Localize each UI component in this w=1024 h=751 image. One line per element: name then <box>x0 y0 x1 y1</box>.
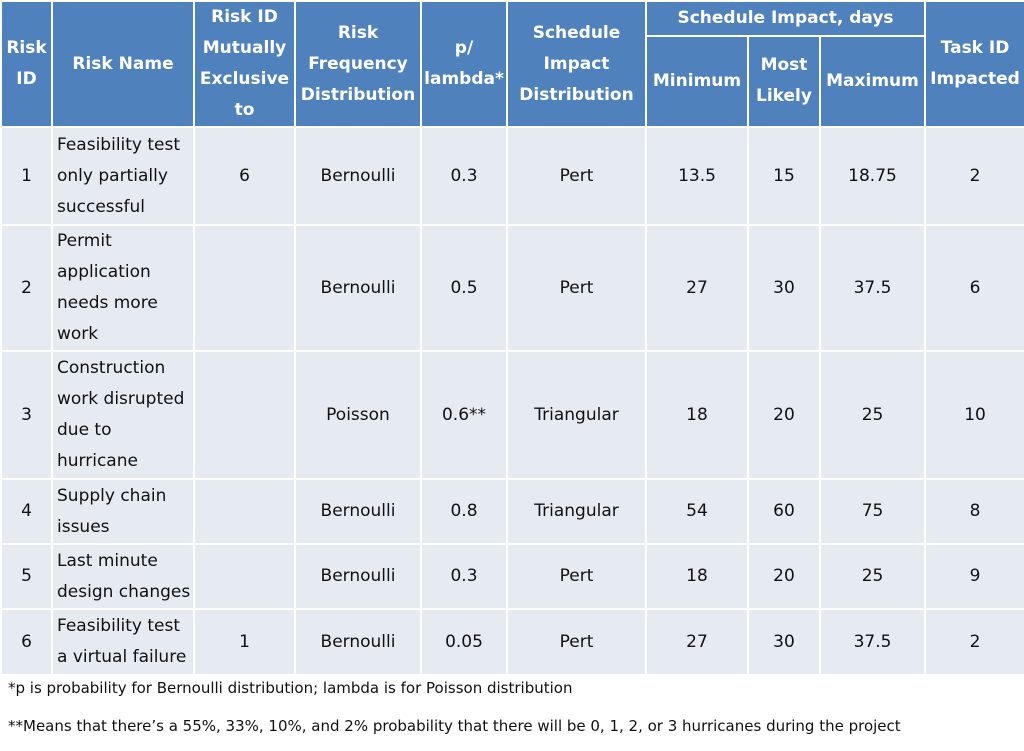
cell-mutually-exclusive <box>193 350 296 480</box>
cell-impact-distribution: Pert <box>506 543 647 610</box>
cell-frequency-distribution: Bernoulli <box>294 543 422 610</box>
header-most-likely: Most Likely <box>747 34 821 129</box>
header-risk-name: Risk Name <box>51 0 195 128</box>
footnote-p-lambda: *p is probability for Bernoulli distribu… <box>8 679 573 697</box>
cell-minimum: 18 <box>645 543 749 610</box>
cell-mutually-exclusive: 6 <box>193 126 296 226</box>
cell-most-likely: 30 <box>747 224 821 352</box>
cell-most-likely: 30 <box>747 608 821 676</box>
cell-most-likely: 20 <box>747 543 821 610</box>
cell-risk-name: Feasibility test a virtual failure <box>51 608 195 676</box>
cell-maximum: 37.5 <box>818 224 927 352</box>
cell-p-lambda: 0.6** <box>420 350 508 480</box>
cell-frequency-distribution: Bernoulli <box>294 478 422 545</box>
cell-task-id: 9 <box>924 543 1024 610</box>
table-row: 3 Construction work disrupted due to hur… <box>0 350 1024 480</box>
table-row: 5 Last minute design changes Bernoulli 0… <box>0 543 1024 610</box>
cell-p-lambda: 0.3 <box>420 126 508 226</box>
cell-minimum: 13.5 <box>645 126 749 226</box>
footnote-hurricane-probability: **Means that there’s a 55%, 33%, 10%, an… <box>8 717 901 735</box>
header-impact-distribution: Schedule Impact Distribution <box>506 0 647 128</box>
table-header: Risk ID Risk Name Risk ID Mutually Exclu… <box>0 0 1024 129</box>
cell-risk-id: 6 <box>0 608 53 676</box>
cell-risk-id: 4 <box>0 478 53 545</box>
cell-risk-id: 5 <box>0 543 53 610</box>
cell-frequency-distribution: Bernoulli <box>294 608 422 676</box>
cell-mutually-exclusive <box>193 224 296 352</box>
cell-risk-name: Supply chain issues <box>51 478 195 545</box>
header-frequency-distribution: Risk Frequency Distribution <box>294 0 422 128</box>
cell-minimum: 27 <box>645 224 749 352</box>
cell-p-lambda: 0.05 <box>420 608 508 676</box>
cell-risk-name: Permit application needs more work <box>51 224 195 352</box>
cell-frequency-distribution: Poisson <box>294 350 422 480</box>
header-maximum: Maximum <box>818 34 927 129</box>
header-risk-id: Risk ID <box>0 0 53 128</box>
table-body: 1 Feasibility test only partially succes… <box>0 126 1024 676</box>
header-minimum: Minimum <box>645 34 749 129</box>
cell-minimum: 54 <box>645 478 749 545</box>
cell-maximum: 37.5 <box>818 608 927 676</box>
table-row: 4 Supply chain issues Bernoulli 0.8 Tria… <box>0 478 1024 545</box>
cell-maximum: 25 <box>818 350 927 480</box>
cell-task-id: 2 <box>924 126 1024 226</box>
cell-impact-distribution: Triangular <box>506 350 647 480</box>
cell-p-lambda: 0.8 <box>420 478 508 545</box>
cell-task-id: 10 <box>924 350 1024 480</box>
cell-minimum: 27 <box>645 608 749 676</box>
cell-impact-distribution: Pert <box>506 224 647 352</box>
cell-maximum: 18.75 <box>818 126 927 226</box>
cell-task-id: 8 <box>924 478 1024 545</box>
cell-most-likely: 15 <box>747 126 821 226</box>
cell-impact-distribution: Triangular <box>506 478 647 545</box>
cell-risk-id: 3 <box>0 350 53 480</box>
cell-mutually-exclusive: 1 <box>193 608 296 676</box>
cell-task-id: 2 <box>924 608 1024 676</box>
header-mutually-exclusive: Risk ID Mutually Exclusive to <box>193 0 296 128</box>
cell-frequency-distribution: Bernoulli <box>294 126 422 226</box>
cell-impact-distribution: Pert <box>506 126 647 226</box>
cell-most-likely: 20 <box>747 350 821 480</box>
cell-p-lambda: 0.5 <box>420 224 508 352</box>
cell-frequency-distribution: Bernoulli <box>294 224 422 352</box>
table-row: 6 Feasibility test a virtual failure 1 B… <box>0 608 1024 676</box>
cell-risk-name: Construction work disrupted due to hurri… <box>51 350 195 480</box>
cell-task-id: 6 <box>924 224 1024 352</box>
cell-risk-name: Last minute design changes <box>51 543 195 610</box>
header-task-id: Task ID Impacted <box>924 0 1024 128</box>
cell-p-lambda: 0.3 <box>420 543 508 610</box>
cell-risk-id: 2 <box>0 224 53 352</box>
cell-maximum: 25 <box>818 543 927 610</box>
cell-mutually-exclusive <box>193 543 296 610</box>
cell-most-likely: 60 <box>747 478 821 545</box>
table-row: 2 Permit application needs more work Ber… <box>0 224 1024 352</box>
table-row: 1 Feasibility test only partially succes… <box>0 126 1024 226</box>
cell-minimum: 18 <box>645 350 749 480</box>
cell-mutually-exclusive <box>193 478 296 545</box>
cell-maximum: 75 <box>818 478 927 545</box>
header-p-lambda: p/ lambda* <box>420 0 508 128</box>
cell-impact-distribution: Pert <box>506 608 647 676</box>
cell-risk-name: Feasibility test only partially successf… <box>51 126 195 226</box>
cell-risk-id: 1 <box>0 126 53 226</box>
header-schedule-impact-group: Schedule Impact, days <box>644 0 927 37</box>
risk-table: Risk ID Risk Name Risk ID Mutually Exclu… <box>0 0 1024 676</box>
